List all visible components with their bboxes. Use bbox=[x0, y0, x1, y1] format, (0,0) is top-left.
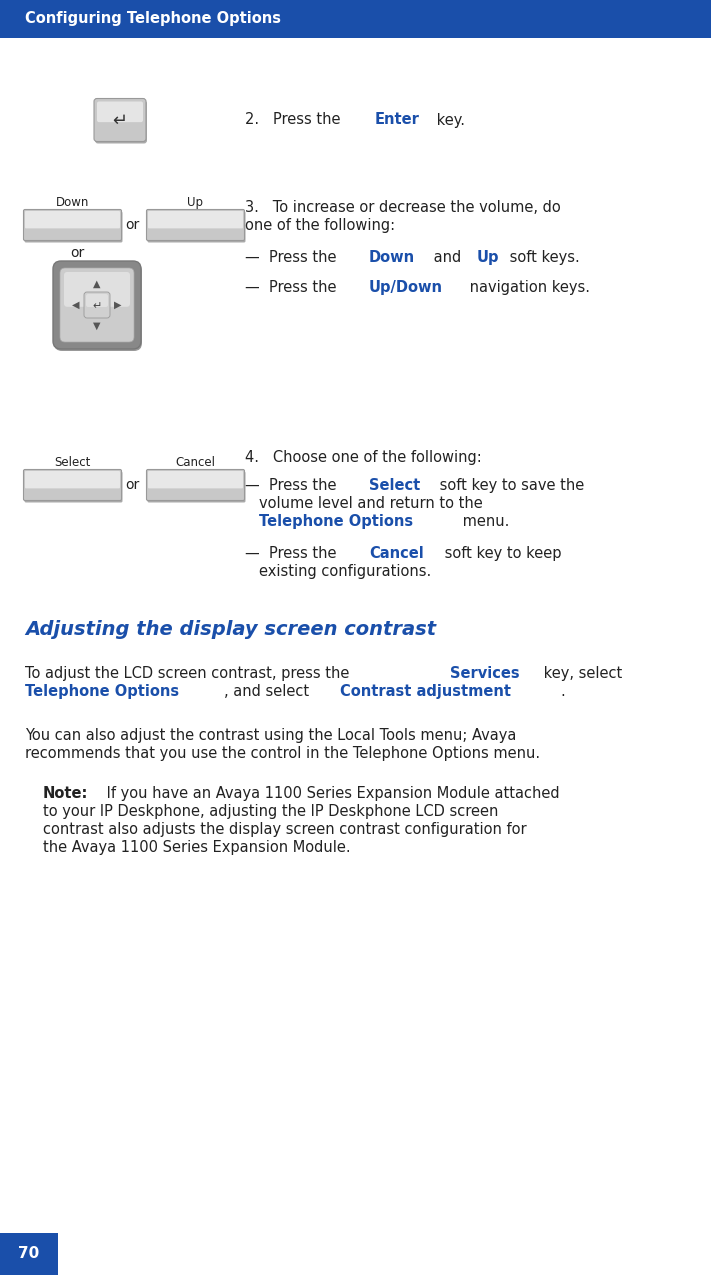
FancyBboxPatch shape bbox=[94, 98, 146, 142]
Text: To adjust the LCD screen contrast, press the: To adjust the LCD screen contrast, press… bbox=[25, 666, 354, 681]
Text: You can also adjust the contrast using the Local Tools menu; Avaya: You can also adjust the contrast using t… bbox=[25, 728, 516, 743]
Text: ▶: ▶ bbox=[114, 300, 122, 310]
Text: —  Press the: — Press the bbox=[245, 250, 341, 265]
Text: recommends that you use the control in the Telephone Options menu.: recommends that you use the control in t… bbox=[25, 746, 540, 761]
Text: Down: Down bbox=[55, 196, 89, 209]
Text: soft key to save the: soft key to save the bbox=[435, 478, 584, 493]
Text: 3.   To increase or decrease the volume, do: 3. To increase or decrease the volume, d… bbox=[245, 200, 561, 215]
Text: existing configurations.: existing configurations. bbox=[259, 564, 432, 579]
Text: Up/Down: Up/Down bbox=[369, 280, 443, 295]
FancyBboxPatch shape bbox=[25, 470, 120, 488]
Text: 2.   Press the: 2. Press the bbox=[245, 112, 345, 128]
Text: ▼: ▼ bbox=[93, 321, 101, 332]
FancyBboxPatch shape bbox=[95, 101, 147, 144]
Text: Adjusting the display screen contrast: Adjusting the display screen contrast bbox=[25, 620, 436, 639]
Text: Up: Up bbox=[476, 250, 498, 265]
FancyBboxPatch shape bbox=[23, 209, 122, 241]
Text: —  Press the: — Press the bbox=[245, 478, 341, 493]
Text: Note:: Note: bbox=[43, 785, 88, 801]
FancyBboxPatch shape bbox=[86, 295, 108, 307]
Text: or: or bbox=[70, 246, 85, 260]
Text: 4.   Choose one of the following:: 4. Choose one of the following: bbox=[245, 450, 482, 465]
Text: or: or bbox=[125, 478, 139, 492]
Text: key.: key. bbox=[432, 112, 465, 128]
Text: ↵: ↵ bbox=[112, 112, 127, 130]
FancyBboxPatch shape bbox=[24, 472, 122, 502]
Text: Enter: Enter bbox=[374, 112, 419, 128]
Text: or: or bbox=[125, 218, 139, 232]
Bar bbox=[0, 1233, 58, 1275]
Text: Select: Select bbox=[369, 478, 420, 493]
FancyBboxPatch shape bbox=[148, 470, 243, 488]
FancyBboxPatch shape bbox=[147, 212, 245, 242]
Text: Telephone Options: Telephone Options bbox=[25, 683, 179, 699]
Text: .: . bbox=[560, 683, 565, 699]
Text: menu.: menu. bbox=[458, 514, 509, 529]
FancyBboxPatch shape bbox=[60, 268, 134, 342]
Text: —  Press the: — Press the bbox=[245, 546, 341, 561]
Text: soft keys.: soft keys. bbox=[505, 250, 580, 265]
Text: If you have an Avaya 1100 Series Expansion Module attached: If you have an Avaya 1100 Series Expansi… bbox=[102, 785, 559, 801]
Text: the Avaya 1100 Series Expansion Module.: the Avaya 1100 Series Expansion Module. bbox=[43, 840, 351, 856]
Text: and: and bbox=[429, 250, 466, 265]
Text: —  Press the: — Press the bbox=[245, 280, 341, 295]
FancyBboxPatch shape bbox=[53, 261, 141, 349]
Text: ↵: ↵ bbox=[92, 301, 102, 311]
Text: key, select: key, select bbox=[540, 666, 623, 681]
FancyBboxPatch shape bbox=[64, 272, 130, 307]
Text: Contrast adjustment: Contrast adjustment bbox=[340, 683, 510, 699]
Text: Telephone Options: Telephone Options bbox=[259, 514, 413, 529]
Text: soft key to keep: soft key to keep bbox=[439, 546, 561, 561]
FancyBboxPatch shape bbox=[146, 209, 245, 241]
FancyBboxPatch shape bbox=[23, 469, 122, 501]
FancyBboxPatch shape bbox=[147, 472, 245, 502]
Text: Cancel: Cancel bbox=[369, 546, 424, 561]
Text: ◀: ◀ bbox=[73, 300, 80, 310]
Text: one of the following:: one of the following: bbox=[245, 218, 395, 233]
Bar bbox=[0, 0, 711, 38]
Text: navigation keys.: navigation keys. bbox=[464, 280, 589, 295]
FancyBboxPatch shape bbox=[84, 292, 110, 317]
FancyBboxPatch shape bbox=[54, 263, 142, 351]
Text: Cancel: Cancel bbox=[176, 456, 215, 469]
Text: Configuring Telephone Options: Configuring Telephone Options bbox=[25, 11, 281, 27]
Text: Down: Down bbox=[369, 250, 415, 265]
Text: volume level and return to the: volume level and return to the bbox=[259, 496, 483, 511]
FancyBboxPatch shape bbox=[148, 210, 243, 228]
Text: to your IP Deskphone, adjusting the IP Deskphone LCD screen: to your IP Deskphone, adjusting the IP D… bbox=[43, 805, 498, 819]
FancyBboxPatch shape bbox=[24, 212, 122, 242]
Text: contrast also adjusts the display screen contrast configuration for: contrast also adjusts the display screen… bbox=[43, 822, 527, 836]
FancyBboxPatch shape bbox=[25, 210, 120, 228]
FancyBboxPatch shape bbox=[97, 102, 143, 122]
Text: Up: Up bbox=[188, 196, 203, 209]
Text: 70: 70 bbox=[18, 1247, 40, 1261]
Text: Select: Select bbox=[54, 456, 91, 469]
Text: , and select: , and select bbox=[224, 683, 314, 699]
Text: Services: Services bbox=[449, 666, 519, 681]
FancyBboxPatch shape bbox=[146, 469, 245, 501]
Text: ▲: ▲ bbox=[93, 279, 101, 289]
